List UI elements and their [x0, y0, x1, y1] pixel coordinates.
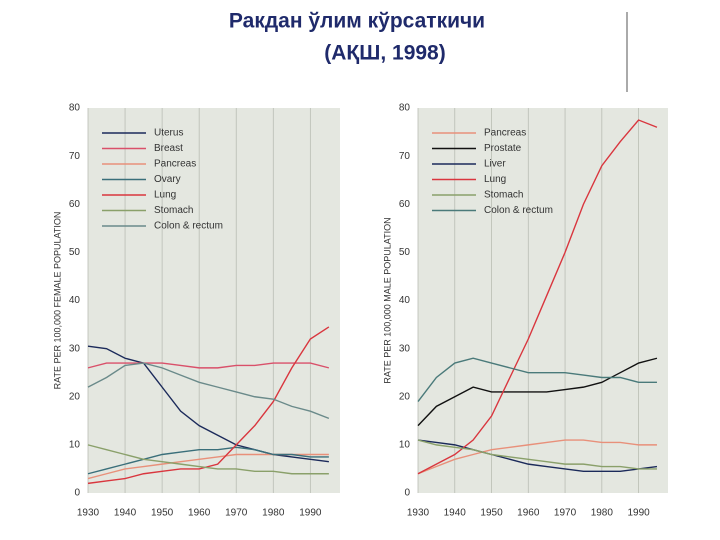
x-tick-label: 1970	[554, 508, 577, 519]
y-tick-label: 80	[69, 103, 81, 114]
x-tick-label: 1930	[77, 508, 100, 519]
legend-label: Pancreas	[484, 128, 526, 139]
x-tick-label: 1950	[151, 508, 174, 519]
y-tick-label: 10	[69, 440, 81, 451]
series-line	[417, 357, 658, 427]
legend-label: Stomach	[484, 190, 523, 201]
x-tick-label: 1980	[262, 508, 285, 519]
legend-label: Liver	[484, 159, 506, 170]
legend-label: Stomach	[154, 205, 193, 216]
x-tick-label: 1940	[114, 508, 137, 519]
y-tick-label: 80	[399, 103, 411, 114]
series-line	[417, 439, 657, 475]
legend-label: Lung	[484, 174, 506, 185]
x-tick-label: 1940	[444, 508, 467, 519]
x-tick-label: 1980	[591, 508, 614, 519]
y-tick-label: 50	[399, 247, 411, 258]
y-tick-label: 60	[69, 199, 81, 210]
x-tick-label: 1990	[627, 508, 650, 519]
y-tick-label: 20	[69, 391, 81, 402]
y-tick-label: 0	[404, 488, 410, 499]
x-tick-label: 1960	[517, 508, 540, 519]
series-line	[87, 362, 330, 420]
series-line	[417, 439, 658, 473]
x-tick-label: 1950	[480, 508, 503, 519]
series-line	[87, 362, 330, 369]
series-line	[87, 345, 329, 463]
x-tick-label: 1930	[407, 508, 430, 519]
series-line	[417, 439, 657, 470]
x-tick-label: 1990	[299, 508, 322, 519]
legend-label: Colon & rectum	[154, 221, 223, 232]
x-tick-label: 1970	[225, 508, 248, 519]
slide-title: Ракдан ўлим кўрсаткичи	[229, 10, 485, 33]
legend-label: Colon & rectum	[484, 205, 553, 216]
y-tick-label: 70	[69, 151, 81, 162]
series-line	[87, 444, 329, 475]
legend-label: Prostate	[484, 143, 522, 154]
series-line	[417, 357, 657, 402]
legend-label: Uterus	[154, 128, 183, 139]
y-tick-label: 0	[74, 488, 80, 499]
series-line	[417, 119, 658, 475]
plot-area	[418, 108, 668, 493]
y-tick-label: 70	[399, 151, 411, 162]
y-tick-label: 40	[69, 295, 81, 306]
y-tick-label: 10	[399, 440, 411, 451]
y-axis-label: RATE PER 100,000 MALE POPULATION	[382, 217, 392, 383]
y-tick-label: 60	[399, 199, 411, 210]
legend-label: Breast	[154, 143, 183, 154]
x-tick-label: 1960	[188, 508, 211, 519]
legend-label: Lung	[154, 190, 176, 201]
y-tick-label: 30	[69, 343, 81, 354]
series-line	[87, 326, 330, 485]
plot-area	[88, 108, 340, 493]
y-tick-label: 30	[399, 343, 411, 354]
series-line	[87, 446, 329, 475]
legend-label: Ovary	[154, 174, 181, 185]
y-tick-label: 50	[69, 247, 81, 258]
y-tick-label: 20	[399, 391, 411, 402]
legend-label: Pancreas	[154, 159, 196, 170]
slide-title: (АҚШ, 1998)	[324, 42, 445, 65]
y-tick-label: 40	[399, 295, 411, 306]
y-axis-label: RATE PER 100,000 FEMALE POPULATION	[52, 212, 62, 390]
